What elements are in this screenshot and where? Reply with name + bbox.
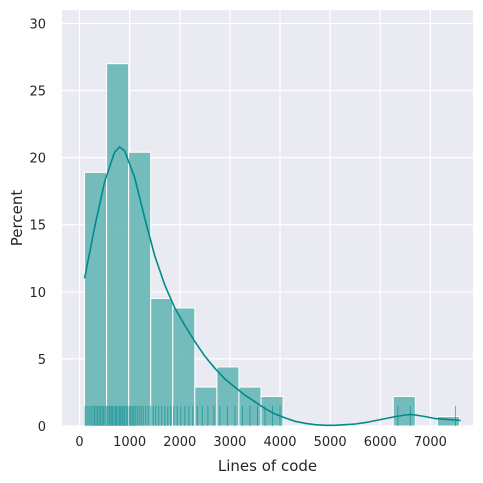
x-tick-label: 3000	[213, 435, 246, 450]
y-tick-label: 15	[29, 219, 46, 234]
y-tick-label: 0	[38, 420, 46, 435]
y-tick-label: 20	[29, 152, 46, 167]
x-tick-label: 7000	[414, 435, 447, 450]
histogram-bar	[128, 151, 152, 427]
y-tick-label: 30	[29, 17, 46, 32]
kde-curve	[83, 145, 461, 427]
x-tick-label: 6000	[364, 435, 397, 450]
histogram-bar	[260, 395, 284, 427]
y-axis-label: Percent	[8, 190, 26, 247]
x-tick-label: 2000	[163, 435, 196, 450]
rug-marks	[84, 405, 456, 426]
x-tick-label: 5000	[314, 435, 347, 450]
histogram-bar	[392, 395, 416, 427]
histogram-bar	[106, 63, 130, 427]
x-tick-label: 0	[75, 435, 83, 450]
histogram-bar	[84, 171, 108, 427]
y-tick-label: 5	[38, 353, 46, 368]
x-tick-labels: 0 1000 2000 3000 4000 5000 6000 7000	[75, 435, 447, 450]
histogram-bar	[436, 416, 460, 427]
y-tick-label: 25	[29, 85, 46, 100]
x-axis-label: Lines of code	[218, 457, 317, 475]
x-tick-label: 4000	[263, 435, 296, 450]
y-tick-label: 10	[29, 286, 46, 301]
histogram-bar	[172, 307, 196, 427]
y-tick-labels: 0 5 10 15 20 25 30	[29, 17, 46, 435]
x-tick-label: 1000	[113, 435, 146, 450]
